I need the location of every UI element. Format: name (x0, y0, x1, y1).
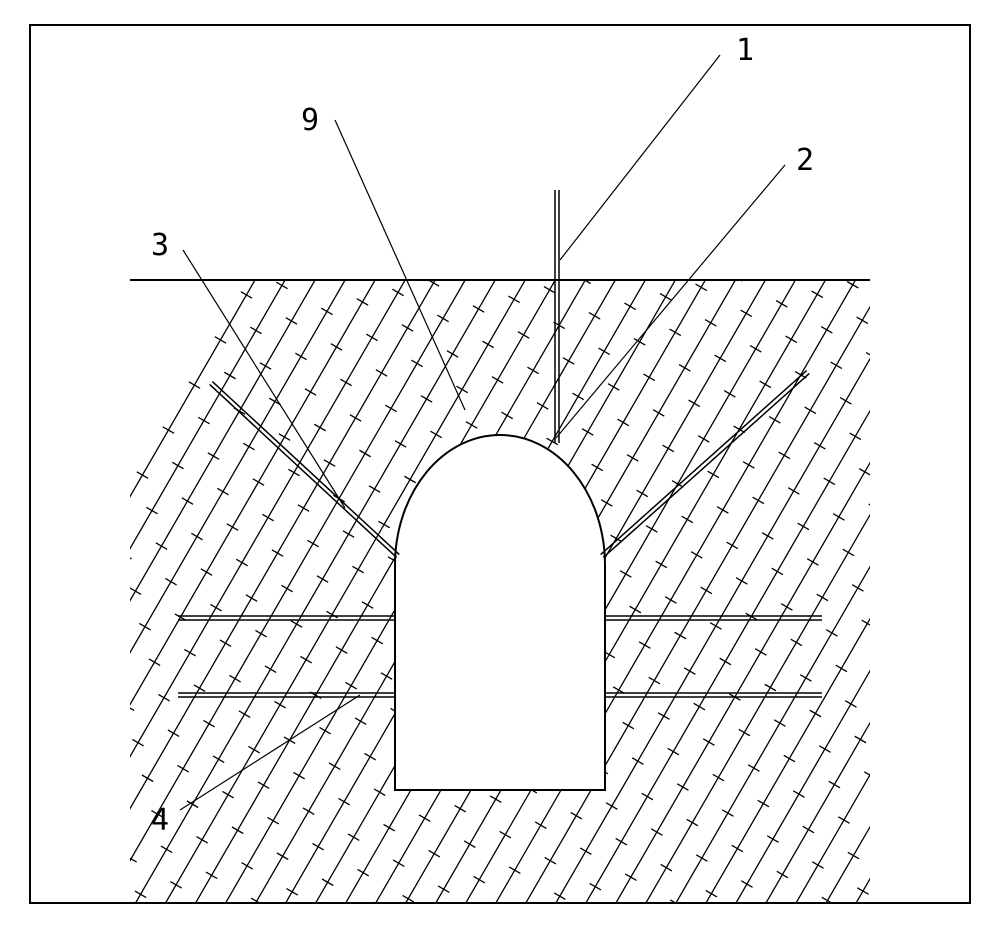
leader-line-1 (560, 55, 720, 260)
label-1: 1 (736, 33, 754, 68)
label-9: 9 (301, 103, 319, 138)
tunnel-outline (395, 435, 605, 790)
label-2: 2 (796, 143, 814, 178)
label-3: 3 (151, 228, 169, 263)
vertical-bolt (555, 190, 559, 443)
diagonal-bolt-right (601, 371, 810, 558)
horizontal-bolt-right-0 (605, 616, 822, 620)
leader-line-4 (180, 695, 360, 810)
leader-line-2 (556, 165, 785, 438)
horizontal-bolt-right-1 (605, 693, 822, 697)
label-4: 4 (151, 803, 169, 838)
horizontal-bolt-left-1 (178, 693, 395, 697)
diagonal-bolt-left (210, 382, 400, 558)
leader-line-3 (183, 250, 345, 508)
